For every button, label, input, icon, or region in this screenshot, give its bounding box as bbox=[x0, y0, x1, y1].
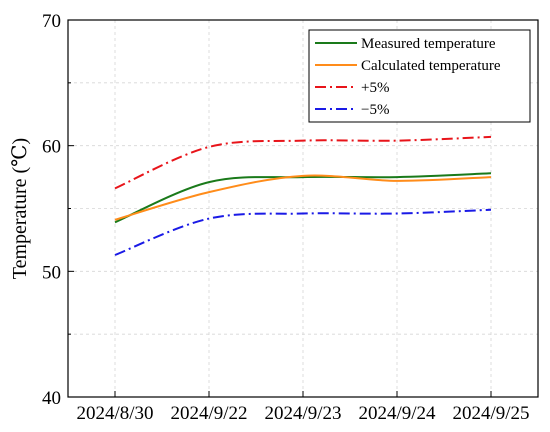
legend-label-1: Calculated temperature bbox=[361, 58, 501, 74]
series-line-2 bbox=[114, 135, 492, 190]
series-line-3 bbox=[114, 208, 492, 256]
x-tick-label: 2024/8/30 bbox=[76, 403, 153, 424]
series-line-1 bbox=[114, 174, 492, 221]
axis-ticks bbox=[68, 19, 492, 398]
series-layer bbox=[114, 135, 492, 256]
y-tick-label: 40 bbox=[42, 388, 61, 409]
y-tick-label: 50 bbox=[42, 262, 61, 283]
legend-label-0: Measured temperature bbox=[361, 36, 496, 52]
y-axis-label: Temperature (℃) bbox=[9, 138, 31, 279]
y-tick-label: 60 bbox=[42, 137, 61, 158]
x-tick-label: 2024/9/23 bbox=[264, 403, 341, 424]
grid bbox=[68, 20, 538, 397]
x-tick-label: 2024/9/22 bbox=[170, 403, 247, 424]
tick-labels: 40 50 60 70 2024/8/30 2024/9/22 2024/9/23 2024/… bbox=[42, 11, 530, 424]
y-tick-label: 70 bbox=[42, 11, 61, 32]
legend-box bbox=[308, 29, 531, 123]
series-line-0 bbox=[114, 172, 492, 224]
legend: Measured temperature Calculated temperatu… bbox=[308, 29, 531, 123]
x-tick-label: 2024/9/24 bbox=[358, 403, 436, 424]
legend-label-3: −5% bbox=[361, 102, 389, 118]
legend-label-2: +5% bbox=[361, 80, 389, 96]
x-tick-label: 2024/9/25 bbox=[452, 403, 529, 424]
